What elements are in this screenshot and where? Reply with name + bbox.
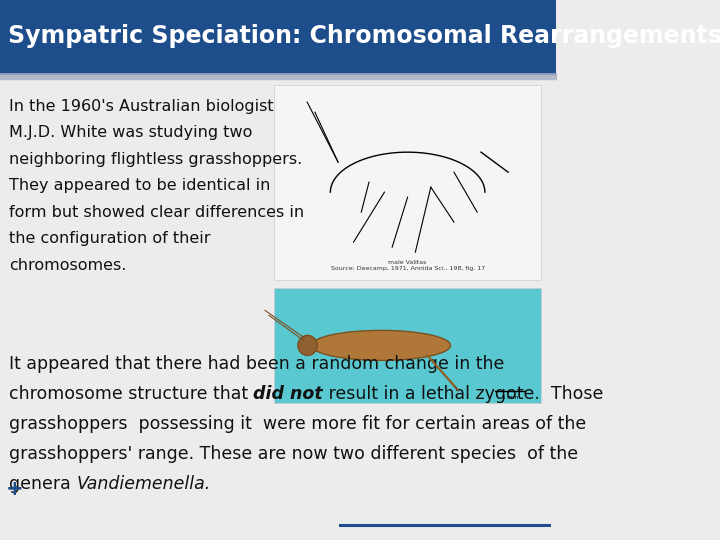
Text: neighboring flightless grasshoppers.: neighboring flightless grasshoppers. xyxy=(9,152,302,167)
Text: Sympatric Speciation: Chromosomal Rearrangements: Sympatric Speciation: Chromosomal Rearra… xyxy=(8,24,720,49)
Text: genera: genera xyxy=(9,475,76,493)
Text: 5 mm: 5 mm xyxy=(502,395,518,400)
Bar xyxy=(0,0,557,73)
Text: male Valitas
Source: Deecamp, 1971, Annida Sci., 198, fig. 17: male Valitas Source: Deecamp, 1971, Anni… xyxy=(330,260,485,271)
Text: chromosomes.: chromosomes. xyxy=(9,258,127,273)
Text: chromosome structure that: chromosome structure that xyxy=(9,385,254,403)
Text: M.J.D. White was studying two: M.J.D. White was studying two xyxy=(9,125,253,140)
Bar xyxy=(274,85,541,280)
Text: In the 1960's Australian biologist: In the 1960's Australian biologist xyxy=(9,99,274,114)
Text: the configuration of their: the configuration of their xyxy=(9,232,211,246)
Ellipse shape xyxy=(298,335,318,355)
Ellipse shape xyxy=(312,330,451,360)
Text: They appeared to be identical in: They appeared to be identical in xyxy=(9,178,271,193)
Text: grasshoppers' range. These are now two different species  of the: grasshoppers' range. These are now two d… xyxy=(9,445,578,463)
Text: It appeared that there had been a random change in the: It appeared that there had been a random… xyxy=(9,355,505,373)
Text: Vandiemenella.: Vandiemenella. xyxy=(76,475,210,493)
Text: result in a lethal zygote.  Those: result in a lethal zygote. Those xyxy=(323,385,603,403)
Text: +: + xyxy=(6,479,24,499)
Text: form but showed clear differences in: form but showed clear differences in xyxy=(9,205,305,220)
Text: did not: did not xyxy=(253,385,323,403)
Text: grasshoppers  possessing it  were more fit for certain areas of the: grasshoppers possessing it were more fit… xyxy=(9,415,587,433)
Bar xyxy=(274,288,541,403)
